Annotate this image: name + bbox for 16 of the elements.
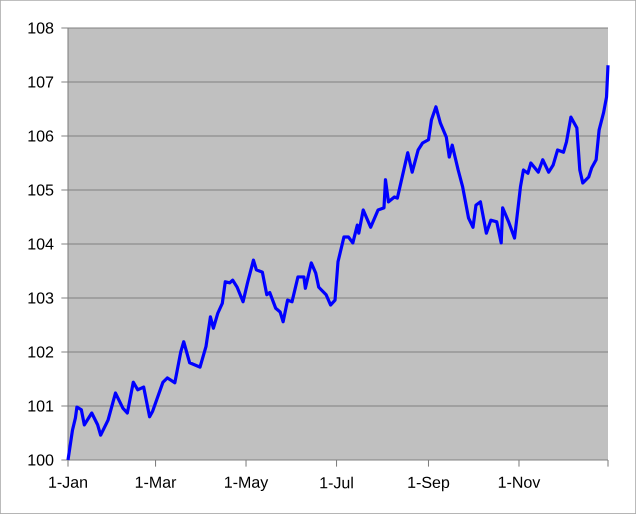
x-tick-label: 1-May [225, 476, 268, 492]
y-tick-label: 108 [28, 22, 54, 34]
x-tick-label: 1-Jul [320, 476, 353, 488]
y-tick-label: 104 [28, 238, 54, 250]
x-tick-label: 1-Sep [408, 476, 450, 492]
x-tick-label: 1-Mar [136, 476, 176, 488]
y-tick-label: 106 [28, 130, 54, 142]
y-tick-label: 107 [28, 76, 54, 88]
y-tick-label: 101 [28, 400, 54, 412]
x-tick-label: 1-Jan [49, 476, 87, 488]
y-tick-label: 105 [28, 184, 54, 196]
y-tick-label: 102 [28, 346, 54, 358]
x-tick-label: 1-Nov [498, 476, 540, 488]
line-series [66, 64, 610, 462]
y-tick-label: 103 [28, 292, 54, 304]
y-tick-label: 100 [28, 454, 54, 466]
